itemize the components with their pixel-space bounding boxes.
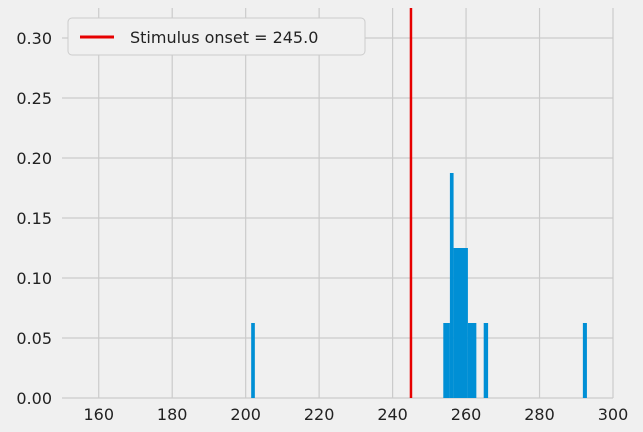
- grid: [62, 8, 614, 399]
- x-tick-label-4: 240: [377, 405, 408, 424]
- x-tick-label-2: 200: [230, 405, 261, 424]
- histogram-bar-1: [443, 323, 450, 398]
- y-tick-labels: 0.00 0.05 0.10 0.15 0.20 0.25 0.30: [16, 29, 52, 408]
- bars: [251, 173, 587, 398]
- histogram-bar-4: [467, 323, 477, 398]
- x-tick-label-0: 160: [83, 405, 114, 424]
- histogram-bar-2: [449, 173, 454, 398]
- legend: Stimulus onset = 245.0: [67, 17, 366, 56]
- histogram-bar-5: [483, 323, 489, 398]
- y-tick-label-2: 0.10: [16, 269, 52, 288]
- y-tick-label-0: 0.00: [16, 389, 52, 408]
- x-tick-label-6: 280: [524, 405, 555, 424]
- legend-box: [67, 17, 366, 56]
- y-tick-label-6: 0.30: [16, 29, 52, 48]
- histogram-bar-3: [453, 248, 468, 398]
- legend-label: Stimulus onset = 245.0: [130, 28, 318, 47]
- x-tick-label-5: 260: [451, 405, 482, 424]
- y-tick-label-5: 0.25: [16, 89, 52, 108]
- x-tick-label-1: 180: [157, 405, 188, 424]
- y-tick-label-4: 0.20: [16, 149, 52, 168]
- y-tick-label-3: 0.15: [16, 209, 52, 228]
- x-tick-label-7: 300: [598, 405, 629, 424]
- x-tick-labels: 160 180 200 220 240 260 280 300: [83, 405, 628, 424]
- histogram-bar-0: [251, 323, 255, 398]
- y-tick-label-1: 0.05: [16, 329, 52, 348]
- histogram-bar-6: [582, 323, 587, 398]
- x-tick-label-3: 220: [304, 405, 335, 424]
